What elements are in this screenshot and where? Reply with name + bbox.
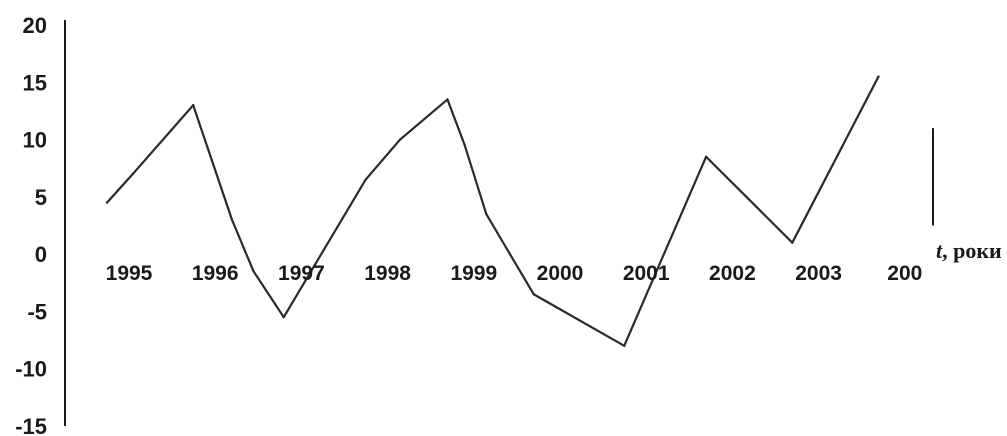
data-point xyxy=(252,270,255,273)
y-tick-label: -15 xyxy=(15,414,47,436)
data-point xyxy=(877,75,880,78)
y-tick-label: 10 xyxy=(23,128,47,153)
y-tick-label: -10 xyxy=(15,357,47,382)
x-tick-label: 1998 xyxy=(364,262,411,285)
x-tick-label: 1995 xyxy=(106,262,153,285)
x-tick-label: 2002 xyxy=(709,262,756,285)
x-tick-label: 1999 xyxy=(450,262,497,285)
data-point xyxy=(463,144,466,147)
data-point xyxy=(623,344,626,347)
y-tick-label: 15 xyxy=(23,70,47,95)
x-tick-label: 1996 xyxy=(192,262,239,285)
x-tick-label: 2001 xyxy=(623,262,670,285)
y-tick-label: -5 xyxy=(27,299,47,324)
data-point xyxy=(364,178,367,181)
data-point xyxy=(704,155,708,158)
x-tick-label: 2000 xyxy=(537,262,584,285)
x-axis-label: t, роки xyxy=(936,238,1002,263)
y-tick-label: 5 xyxy=(35,185,47,210)
data-point xyxy=(446,98,449,101)
y-tick-label: 0 xyxy=(35,242,47,267)
x-tick-label: 1997 xyxy=(278,262,325,285)
y-tick-label: 20 xyxy=(23,13,47,38)
x-tick-label: 2003 xyxy=(795,262,842,285)
y-tick-labels: 20 15 10 5 0 -5 -10 -15 xyxy=(15,13,47,436)
series-line-group xyxy=(105,75,880,347)
data-point xyxy=(791,241,794,244)
x-tick-labels: 1995 1996 1997 1998 1999 2000 2001 2002 2003 200 xyxy=(106,262,923,285)
data-point xyxy=(105,201,109,204)
x-tick-label: 200 xyxy=(887,262,922,285)
series-line xyxy=(106,76,880,347)
data-point xyxy=(532,293,535,296)
x-axis-label-unit: , роки xyxy=(942,238,1002,263)
data-point xyxy=(282,315,285,319)
data-point xyxy=(485,212,488,216)
data-point xyxy=(192,104,195,107)
data-point xyxy=(398,138,402,141)
data-point xyxy=(230,218,234,221)
x-axis-label-symbol: t xyxy=(936,238,943,263)
data-point xyxy=(131,172,135,176)
